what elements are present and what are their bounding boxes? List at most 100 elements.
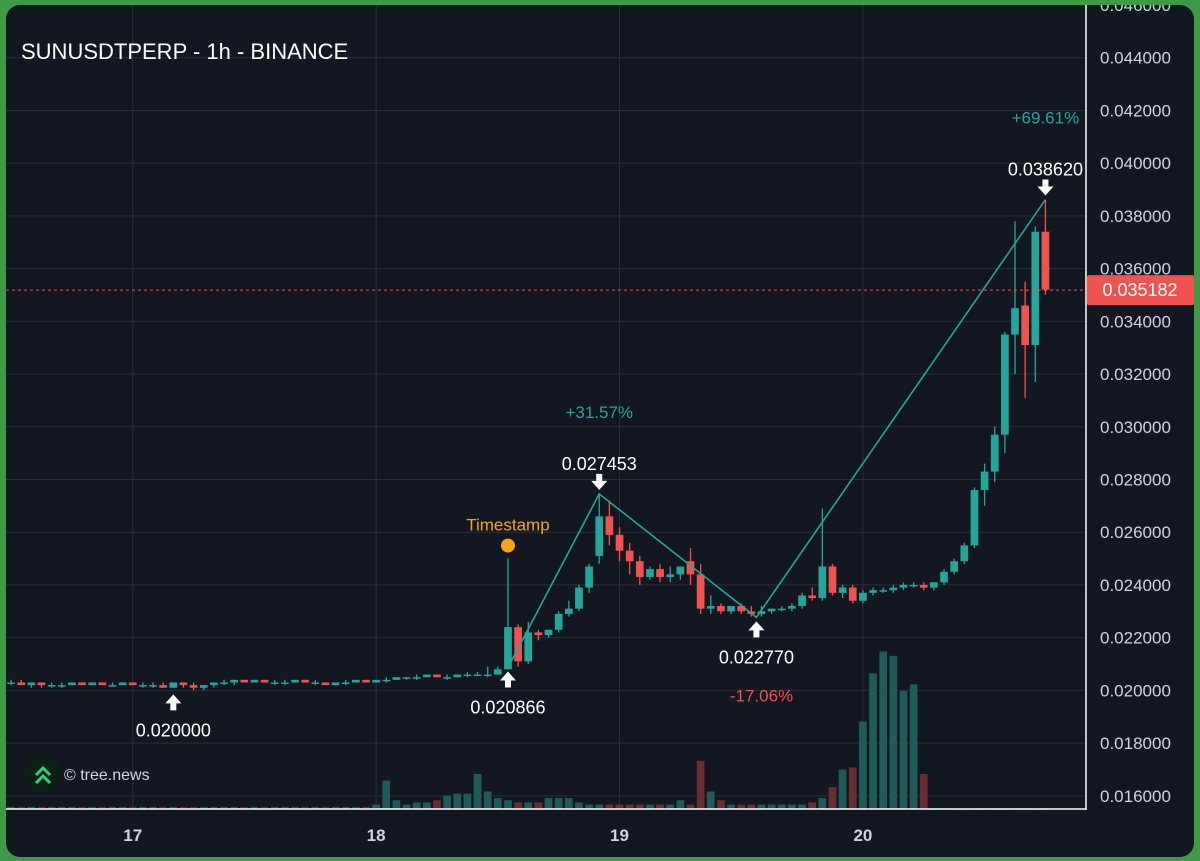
volume-bar [270,806,279,809]
candle-body [1021,305,1030,346]
candle-body [767,608,776,612]
volume-bar [159,806,168,809]
candle-body [554,613,563,630]
candle-body [159,685,168,688]
candle-body [940,571,948,583]
pivot-price-label: 0.020000 [136,720,211,740]
candle-body [453,674,462,678]
volume-bar [392,800,401,809]
candle-body [909,584,918,587]
candle-body [321,682,330,686]
candle-body [291,679,299,683]
volume-bar [27,806,36,809]
volume-bar [859,721,867,809]
candle-body [504,627,512,670]
candle-body [281,682,289,684]
candle-body [1001,334,1009,435]
timestamp-dot-icon [500,538,515,553]
zigzag-line [507,199,1047,668]
candle-body [1011,308,1019,335]
candle-body [848,587,857,601]
candle-body [372,679,380,683]
candle-body [980,471,989,491]
candle-body [696,574,705,609]
y-tick-label: 0.034000 [1100,312,1171,331]
candle-body [240,679,249,683]
candle-body [828,566,837,593]
percent-change-label: +31.57% [565,403,633,422]
candle-body [605,516,614,535]
volume-bar [281,806,289,809]
volume-bar [514,802,522,809]
volume-bar [777,804,786,809]
volume-bar [331,806,340,809]
volume-bar [838,769,847,809]
volume-bar [848,767,857,809]
volume-bar [372,804,380,809]
candle-body [27,682,36,686]
tree-logo-chevron-icon [34,765,52,785]
volume-bar [7,806,15,809]
volume-bar [412,802,421,809]
volume-bar [433,800,441,809]
volume-bar [189,806,198,809]
volume-bar [321,806,330,809]
candle-body [990,434,999,472]
volume-bar [199,806,208,809]
volume-bar [453,793,462,809]
candle-body [68,682,76,686]
volume-bar [108,806,117,809]
volume-bar [463,793,472,809]
volume-bar [311,806,320,809]
y-tick-label: 0.032000 [1100,365,1171,384]
candle-body [544,629,553,636]
volume-bar [899,690,908,809]
candle-body [47,685,56,687]
volume-bar [139,806,147,809]
volume-bar [352,806,360,809]
x-tick-label: 18 [367,826,386,845]
candle-body [727,606,735,612]
volume-bar [615,804,624,809]
candle-body [656,569,664,578]
candle-body [139,685,147,687]
candle-body [250,679,259,683]
candle-body [392,677,401,680]
x-tick-label: 20 [853,826,872,845]
candle-body [463,674,472,677]
volume-bar [179,806,188,809]
candle-body [585,566,593,588]
volume-bar [889,655,898,809]
candle-body [879,590,888,592]
candle-body [575,587,583,609]
watermark-text: © tree.news [64,767,150,784]
candles [7,200,1050,691]
volume-bar [554,798,563,809]
volume-bar [260,806,269,809]
volume-bar [210,806,218,809]
volume-bar [798,804,806,809]
volume-bar [169,806,178,809]
pivot-price-label: 0.022770 [719,647,794,667]
candle-body [210,682,218,686]
volume-bar [656,804,664,809]
grid [6,5,1086,809]
candle-body [706,606,715,609]
volume-bar [240,806,249,809]
volume-bar [585,804,593,809]
candle-body [950,561,959,572]
chart-frame: 0.020000 0.020866 0.027453 0.022770 0.038620… [6,5,1194,857]
x-axis: 17 18 19 20 [123,826,872,845]
candle-body [676,566,685,575]
y-axis: 0.046000 0.044000 0.042000 0.040000 0.038000… [1100,5,1171,806]
volume-bar [706,791,715,809]
volume-bar [808,802,817,809]
candle-body [615,534,624,551]
volume-bar [919,774,928,809]
percent-change-label: -17.06% [730,686,793,705]
volume-bar [757,804,766,809]
chart-title: SUNUSDTPERP - 1h - BINANCE [21,39,348,64]
candle-body [808,595,817,599]
candle-body [422,674,431,678]
x-tick-label: 17 [123,826,142,845]
